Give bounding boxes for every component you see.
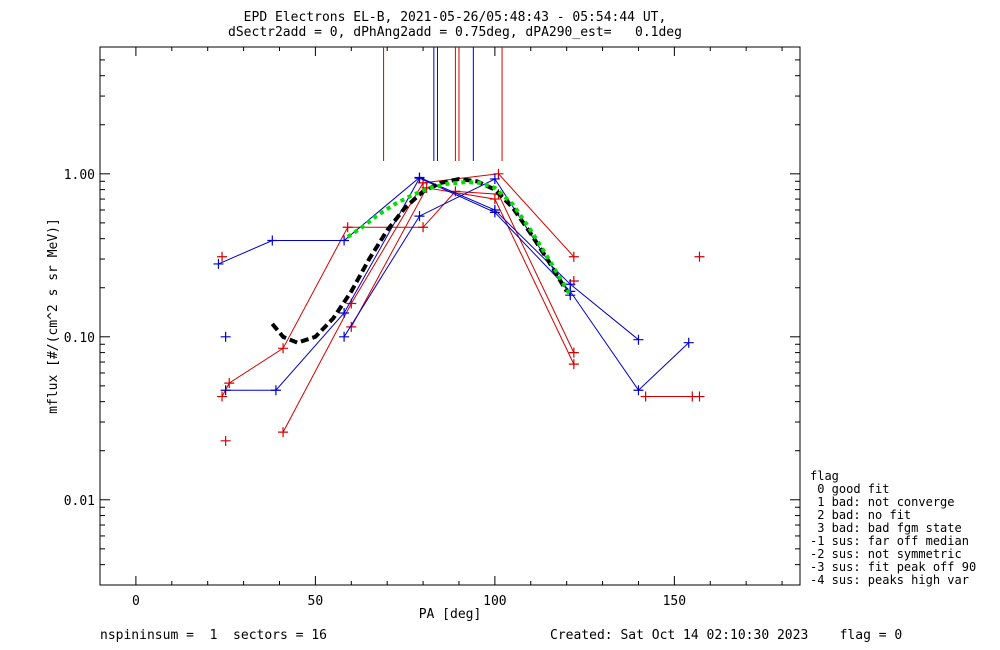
data-point — [633, 334, 644, 345]
legend-item: -2 sus: not symmetric — [810, 547, 962, 561]
data-point — [414, 173, 425, 184]
data-point — [489, 207, 500, 218]
y-axis-label: mflux [#/(cm^2 s sr MeV)] — [46, 218, 61, 414]
legend-item: 0 good fit — [810, 482, 890, 496]
series-line — [350, 187, 575, 365]
x-axis-label: PA [deg] — [419, 607, 482, 622]
flag-legend: flag 0 good fit 1 bad: not converge 2 ba… — [810, 470, 976, 587]
plot-frame — [99, 46, 801, 586]
data-point — [278, 427, 289, 438]
y-tick-label: 0.10 — [64, 331, 95, 346]
data-point — [339, 235, 350, 246]
black-fit-curve — [270, 176, 569, 345]
legend-item: -3 sus: fit peak off 90 — [810, 560, 977, 574]
data-point — [694, 251, 705, 262]
data-point — [267, 235, 278, 246]
data-point — [220, 435, 231, 446]
legend-item: -1 sus: far off median — [810, 534, 969, 548]
data-point — [270, 385, 281, 396]
data-point — [418, 222, 429, 233]
green-fit-curve — [346, 180, 573, 297]
x-tick-label: 50 — [308, 594, 324, 609]
data-point — [493, 168, 504, 179]
x-tick-label: 0 — [132, 594, 140, 609]
data-point — [640, 391, 651, 402]
series-line — [282, 173, 575, 433]
data-point — [568, 359, 579, 370]
chart-title-line-1: EPD Electrons EL-B, 2021-05-26/05:48:43 … — [243, 10, 667, 25]
data-point — [220, 385, 231, 396]
data-point — [224, 378, 235, 389]
footer-created-info: Created: Sat Oct 14 02:10:30 2023 flag =… — [550, 628, 903, 643]
data-point — [633, 385, 644, 396]
data-point — [217, 251, 228, 262]
series-line — [221, 190, 575, 397]
y-tick-label: 1.00 — [64, 168, 95, 183]
data-point — [342, 222, 353, 233]
data-point — [414, 211, 425, 222]
data-point — [339, 307, 350, 318]
x-tick-label: 150 — [663, 594, 686, 609]
data-point — [278, 343, 289, 354]
legend-item: 1 bad: not converge — [810, 495, 955, 509]
data-point — [694, 391, 705, 402]
data-point — [217, 391, 228, 402]
legend-item: 2 bad: no fit — [810, 508, 912, 522]
series-line — [218, 176, 639, 341]
series-line — [343, 178, 571, 338]
data-point — [489, 194, 500, 205]
legend-title: flag — [810, 469, 839, 483]
series-line — [225, 177, 690, 391]
legend-item: 3 bad: bad fgm state — [810, 521, 962, 535]
data-point — [568, 347, 579, 358]
data-point — [213, 258, 224, 269]
y-tick-label: 0.01 — [64, 494, 95, 509]
x-tick-label: 100 — [483, 594, 506, 609]
data-point — [346, 321, 357, 332]
chart-title-line-2: dSectr2add = 0, dPhAng2add = 0.75deg, dP… — [228, 25, 682, 40]
data-point — [568, 275, 579, 286]
footer-spin-info: nspininsum = 1 sectors = 16 — [100, 628, 327, 643]
legend-item: -4 sus: peaks high var — [810, 573, 969, 587]
data-point — [339, 331, 350, 342]
data-point — [568, 251, 579, 262]
data-point — [489, 173, 500, 184]
data-point — [683, 337, 694, 348]
data-point — [220, 331, 231, 342]
